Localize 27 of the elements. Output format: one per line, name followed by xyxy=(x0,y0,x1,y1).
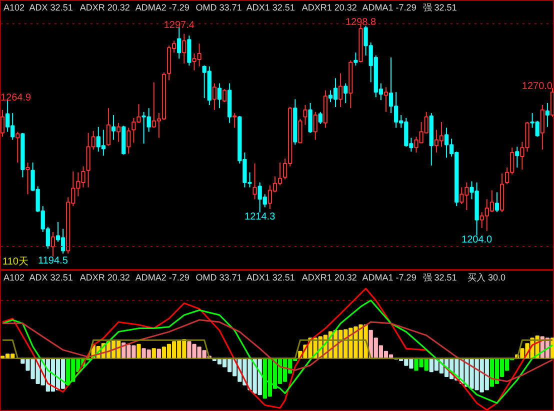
text: A102 xyxy=(4,272,25,282)
text: ADMA1 -7.29 xyxy=(362,272,416,282)
text: 1264.9 xyxy=(0,92,32,104)
text: ADMA2 -7.29 xyxy=(135,2,190,12)
text: ADMA2 -7.29 xyxy=(135,272,190,282)
text: ADXR 20.32 xyxy=(80,272,130,282)
text: A102 xyxy=(4,2,25,12)
text: ADX 32.51 xyxy=(29,272,73,282)
text: OMD 33.71 xyxy=(196,272,242,282)
text: 1297.4 xyxy=(164,20,194,31)
text: ADX 32.51 xyxy=(29,2,73,12)
text: 强 32.51 xyxy=(422,2,457,12)
text: OMD 33.71 xyxy=(196,2,242,12)
x-axis-title: 110天 xyxy=(2,256,28,268)
text: ADX1 32.51 xyxy=(246,2,295,12)
text: 1270.0 xyxy=(522,81,552,92)
text: ADXR1 20.32 xyxy=(302,2,357,12)
text: ADXR 20.32 xyxy=(80,2,130,12)
text: ADXR1 20.32 xyxy=(302,272,357,282)
text: 1194.5 xyxy=(38,256,68,267)
text: 1204.0 xyxy=(462,234,492,246)
text: 买入 30.0 xyxy=(467,272,506,282)
text: 强 32.51 xyxy=(422,272,457,282)
text: ADMA1 -7.29 xyxy=(362,2,416,12)
text: 1298.8 xyxy=(345,16,376,28)
text: 1214.3 xyxy=(244,211,276,222)
text: ADX1 32.51 xyxy=(246,272,295,282)
